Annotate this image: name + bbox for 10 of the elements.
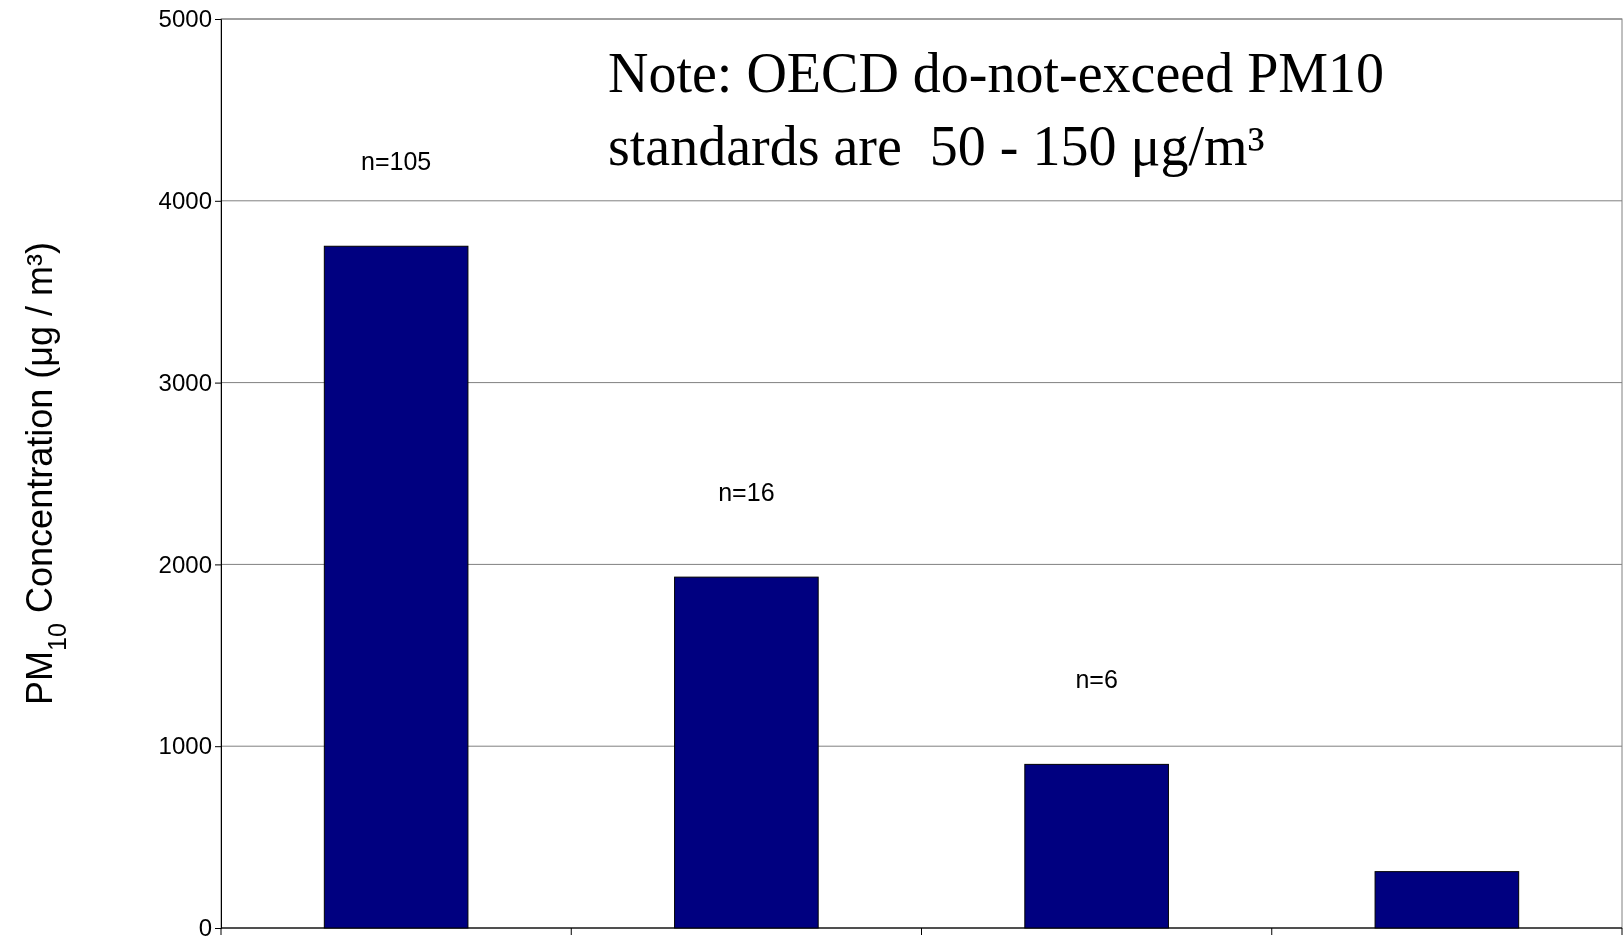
annotation: n=6 (1075, 665, 1118, 694)
y-tick-label: 0 (198, 914, 212, 942)
annotation: n=16 (718, 477, 775, 506)
y-tick-label: 3000 (158, 368, 212, 396)
annotation: n=105 (361, 147, 432, 175)
y-tick-label: 4000 (158, 186, 212, 214)
annotation: Note: OECD do-not-exceed PM10 standards are 50 - 150 μg/m³ (608, 42, 1385, 177)
y-tick-label: 1000 (158, 732, 212, 760)
y-tick-label: 2000 (158, 550, 212, 578)
y-tick-label: 5000 (158, 5, 212, 33)
